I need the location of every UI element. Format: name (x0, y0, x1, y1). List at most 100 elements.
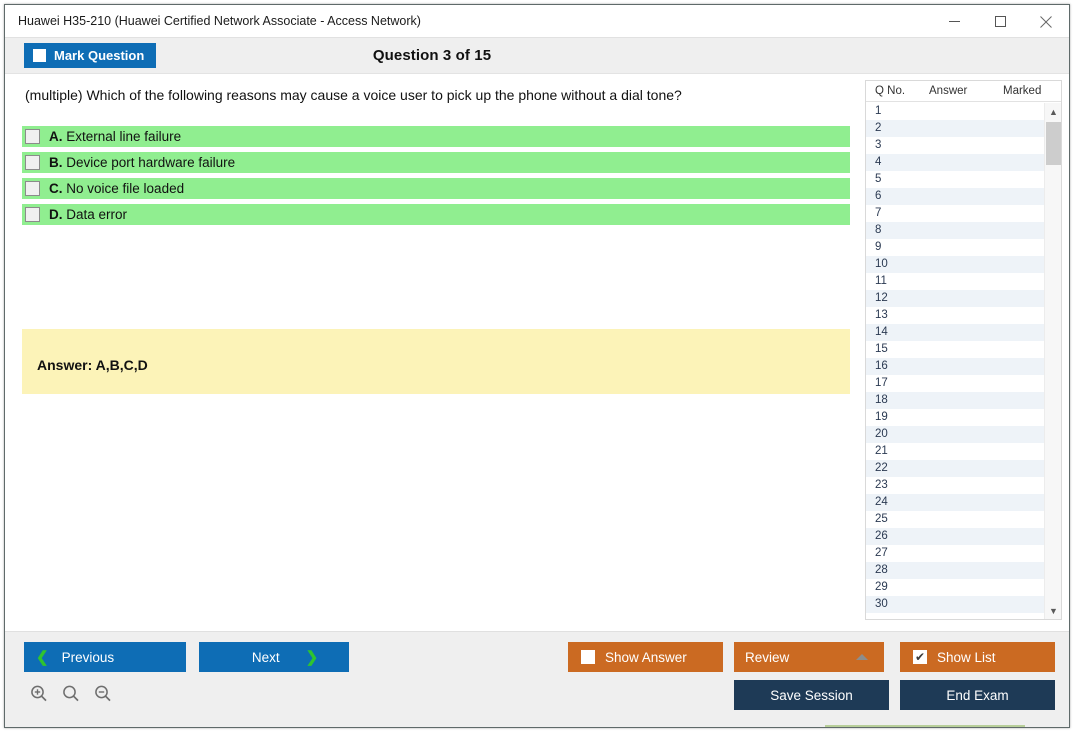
question-list-row[interactable]: 24 (866, 494, 1044, 511)
column-header-answer: Answer (929, 85, 968, 97)
question-list-row[interactable]: 14 (866, 324, 1044, 341)
show-list-button[interactable]: ✔ Show List (900, 642, 1055, 672)
question-list-row-number: 30 (875, 598, 888, 610)
title-bar: Huawei H35-210 (Huawei Certified Network… (5, 5, 1069, 38)
question-list-row[interactable]: 15 (866, 341, 1044, 358)
mark-question-button[interactable]: Mark Question (24, 43, 157, 68)
review-label: Review (745, 649, 790, 665)
question-list-row[interactable]: 20 (866, 426, 1044, 443)
scrollbar-thumb[interactable] (1046, 122, 1061, 165)
question-list-row[interactable]: 11 (866, 273, 1044, 290)
question-list-row-number: 15 (875, 343, 888, 355)
question-list-row[interactable]: 27 (866, 545, 1044, 562)
question-list-row[interactable]: 17 (866, 375, 1044, 392)
option-label-a: A. External line failure (49, 129, 181, 144)
question-list-row[interactable]: 28 (866, 562, 1044, 579)
question-list-row[interactable]: 25 (866, 511, 1044, 528)
question-list-row[interactable]: 16 (866, 358, 1044, 375)
zoom-in-button[interactable] (27, 682, 51, 706)
option-row-d[interactable]: D. Data error (22, 204, 850, 225)
next-button[interactable]: Next ❯ (199, 642, 349, 672)
option-letter-a: A. (49, 129, 63, 144)
question-list-row[interactable]: 12 (866, 290, 1044, 307)
question-list-row[interactable]: 8 (866, 222, 1044, 239)
question-list-row[interactable]: 5 (866, 171, 1044, 188)
question-list-row[interactable]: 22 (866, 460, 1044, 477)
zoom-reset-icon (63, 685, 79, 702)
question-list-row[interactable]: 29 (866, 579, 1044, 596)
maximize-icon (994, 16, 1006, 27)
option-checkbox-a[interactable] (25, 129, 40, 144)
question-list-row[interactable]: 30 (866, 596, 1044, 613)
question-list-row-number: 14 (875, 326, 888, 338)
option-row-b[interactable]: B. Device port hardware failure (22, 152, 850, 173)
option-row-a[interactable]: A. External line failure (22, 126, 850, 147)
previous-button[interactable]: ❮ Previous (24, 642, 186, 672)
option-text-b: Device port hardware failure (66, 155, 236, 170)
show-list-checkbox[interactable]: ✔ (913, 650, 927, 664)
zoom-reset-button[interactable] (59, 682, 83, 706)
question-body: (multiple) Which of the following reason… (5, 74, 1069, 630)
question-list-row[interactable]: 10 (866, 256, 1044, 273)
question-list-row[interactable]: 7 (866, 205, 1044, 222)
question-list-row-number: 13 (875, 309, 888, 321)
question-list-row[interactable]: 21 (866, 443, 1044, 460)
show-answer-button[interactable]: Show Answer (568, 642, 723, 672)
question-list-row[interactable]: 4 (866, 154, 1044, 171)
review-dropdown[interactable]: Review (734, 642, 884, 672)
show-answer-label: Show Answer (605, 649, 687, 665)
close-button[interactable] (1023, 5, 1069, 38)
end-exam-button[interactable]: End Exam (900, 680, 1055, 710)
question-list-row[interactable]: 26 (866, 528, 1044, 545)
option-checkbox-d[interactable] (25, 207, 40, 222)
question-list-rows[interactable]: 1 2 3 4 5 6 7 8 9 10 11 12 13 14 15 16 17 18 19 20 21 22 23 24 2… (866, 103, 1044, 619)
question-list-row[interactable]: 2 (866, 120, 1044, 137)
question-list-row-number: 3 (875, 139, 882, 151)
question-list-row-number: 23 (875, 479, 888, 491)
question-list-row-number: 28 (875, 564, 888, 576)
minimize-button[interactable] (931, 5, 977, 38)
option-label-c: C. No voice file loaded (49, 181, 184, 196)
question-list-row-number: 26 (875, 530, 888, 542)
option-letter-c: C. (49, 181, 63, 196)
question-list-row-number: 12 (875, 292, 888, 304)
question-list-row-number: 18 (875, 394, 888, 406)
question-list-row[interactable]: 18 (866, 392, 1044, 409)
question-list-row[interactable]: 6 (866, 188, 1044, 205)
show-list-label: Show List (937, 649, 996, 665)
question-list-header: Q No. Answer Marked (866, 81, 1061, 102)
question-list-scrollbar[interactable]: ▲ ▼ (1044, 103, 1061, 619)
question-text: (multiple) Which of the following reason… (25, 87, 682, 103)
question-list-row[interactable]: 9 (866, 239, 1044, 256)
question-list-row[interactable]: 13 (866, 307, 1044, 324)
save-session-button[interactable]: Save Session (734, 680, 889, 710)
option-checkbox-b[interactable] (25, 155, 40, 170)
option-label-b: B. Device port hardware failure (49, 155, 235, 170)
option-row-c[interactable]: C. No voice file loaded (22, 178, 850, 199)
mark-question-checkbox[interactable] (33, 49, 46, 62)
question-list-row-number: 29 (875, 581, 888, 593)
question-list-row-number: 25 (875, 513, 888, 525)
scroll-down-arrow-icon[interactable]: ▼ (1049, 605, 1058, 616)
scroll-up-arrow-icon[interactable]: ▲ (1049, 106, 1058, 117)
maximize-button[interactable] (977, 5, 1023, 38)
question-list-row-number: 5 (875, 173, 882, 185)
save-session-label: Save Session (770, 687, 853, 703)
question-list-row[interactable]: 19 (866, 409, 1044, 426)
column-header-qno: Q No. (875, 85, 906, 97)
question-list-row-number: 6 (875, 190, 882, 202)
zoom-out-button[interactable] (91, 682, 115, 706)
show-answer-checkbox[interactable] (581, 650, 595, 664)
option-text-a: External line failure (66, 129, 182, 144)
question-list-row-number: 9 (875, 241, 882, 253)
bottom-accent-line (825, 725, 1025, 727)
question-list-row[interactable]: 1 (866, 103, 1044, 120)
question-list-row-number: 1 (875, 105, 882, 117)
options-list: A. External line failure B. Device port … (22, 126, 850, 230)
question-list-row-number: 19 (875, 411, 888, 423)
option-checkbox-c[interactable] (25, 181, 40, 196)
zoom-out-icon (95, 685, 111, 702)
question-list-row[interactable]: 23 (866, 477, 1044, 494)
question-list-row[interactable]: 3 (866, 137, 1044, 154)
footer-toolbar: ❮ Previous Next ❯ Show Answer Review ✔ S… (5, 631, 1069, 727)
